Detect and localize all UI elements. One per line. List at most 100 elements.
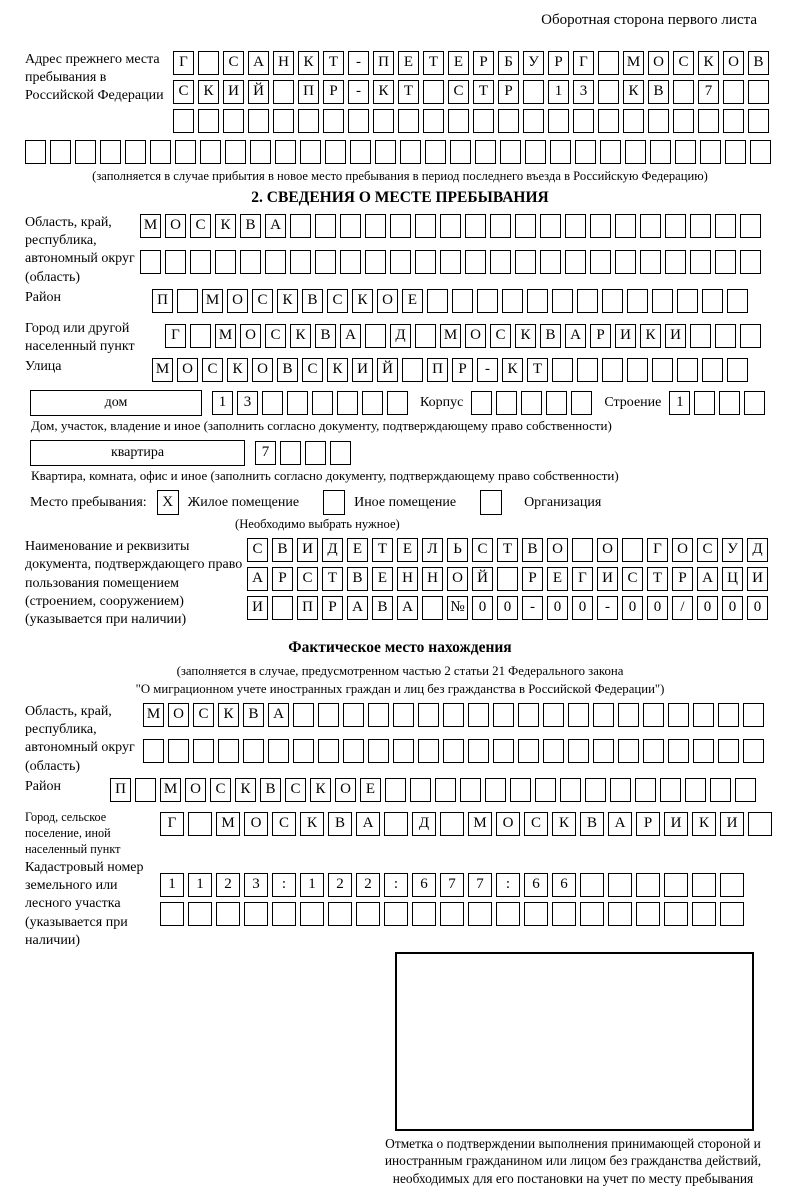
form-cell[interactable] bbox=[602, 358, 623, 383]
form-cell[interactable] bbox=[343, 739, 364, 764]
form-cell[interactable] bbox=[693, 739, 714, 764]
form-cell[interactable] bbox=[422, 596, 443, 621]
form-cell[interactable]: Г bbox=[572, 567, 593, 592]
form-cell[interactable] bbox=[590, 250, 611, 274]
form-cell[interactable] bbox=[740, 323, 761, 348]
form-cell[interactable] bbox=[325, 140, 346, 164]
form-cell[interactable]: К bbox=[277, 288, 298, 313]
form-cell[interactable] bbox=[198, 51, 219, 75]
form-cell[interactable]: В bbox=[315, 323, 336, 348]
form-cell[interactable] bbox=[287, 391, 308, 416]
form-cell[interactable]: С bbox=[327, 288, 348, 313]
form-cell[interactable] bbox=[387, 391, 408, 416]
form-cell[interactable]: О bbox=[335, 777, 356, 802]
form-cell[interactable]: В bbox=[260, 777, 281, 802]
form-cell[interactable] bbox=[496, 391, 518, 416]
form-cell[interactable] bbox=[496, 902, 520, 927]
form-cell[interactable] bbox=[664, 873, 688, 898]
form-cell[interactable] bbox=[365, 323, 386, 348]
form-cell[interactable] bbox=[748, 109, 769, 133]
form-cell[interactable] bbox=[720, 902, 744, 927]
form-cell[interactable]: С bbox=[297, 567, 318, 592]
form-cell[interactable] bbox=[540, 214, 561, 238]
form-cell[interactable]: М bbox=[160, 777, 181, 802]
form-cell[interactable]: 2 bbox=[356, 873, 380, 898]
form-cell[interactable]: В bbox=[580, 811, 604, 836]
form-cell[interactable]: / bbox=[672, 596, 693, 621]
form-cell[interactable]: О bbox=[168, 703, 189, 728]
form-cell[interactable]: Е bbox=[347, 538, 368, 563]
form-cell[interactable] bbox=[622, 538, 643, 563]
form-cell[interactable]: А bbox=[565, 323, 586, 348]
form-cell[interactable]: С bbox=[252, 288, 273, 313]
form-cell[interactable] bbox=[648, 109, 669, 133]
form-cell[interactable]: В bbox=[272, 538, 293, 563]
form-cell[interactable] bbox=[293, 703, 314, 728]
form-cell[interactable] bbox=[223, 109, 244, 133]
form-cell[interactable]: Р bbox=[322, 596, 343, 621]
form-cell[interactable]: Е bbox=[398, 51, 419, 75]
form-cell[interactable] bbox=[415, 214, 436, 238]
form-cell[interactable]: Е bbox=[360, 777, 381, 802]
form-cell[interactable]: С bbox=[247, 538, 268, 563]
form-cell[interactable]: Г bbox=[173, 51, 194, 75]
form-cell[interactable] bbox=[719, 391, 741, 416]
form-cell[interactable] bbox=[272, 902, 296, 927]
form-cell[interactable] bbox=[218, 739, 239, 764]
form-cell[interactable] bbox=[300, 902, 324, 927]
form-cell[interactable]: К bbox=[218, 703, 239, 728]
form-cell[interactable]: 0 bbox=[722, 596, 743, 621]
form-cell[interactable] bbox=[580, 902, 604, 927]
form-cell[interactable]: С bbox=[524, 811, 548, 836]
form-cell[interactable] bbox=[365, 214, 386, 238]
form-cell[interactable] bbox=[602, 288, 623, 313]
form-cell[interactable] bbox=[440, 214, 461, 238]
form-cell[interactable] bbox=[468, 902, 492, 927]
form-cell[interactable] bbox=[518, 703, 539, 728]
form-cell[interactable] bbox=[450, 140, 471, 164]
stroenie-cells[interactable]: 1 bbox=[669, 391, 769, 416]
form-cell[interactable] bbox=[635, 777, 656, 802]
form-cell[interactable]: Т bbox=[423, 51, 444, 75]
form-cell[interactable] bbox=[640, 214, 661, 238]
form-cell[interactable]: О bbox=[496, 811, 520, 836]
form-cell[interactable] bbox=[571, 391, 593, 416]
form-cell[interactable]: Д bbox=[322, 538, 343, 563]
form-cell[interactable] bbox=[402, 358, 423, 383]
form-cell[interactable] bbox=[493, 703, 514, 728]
form-cell[interactable] bbox=[75, 140, 96, 164]
form-cell[interactable] bbox=[743, 703, 764, 728]
checkbox-residential[interactable]: X bbox=[156, 490, 179, 516]
form-cell[interactable] bbox=[268, 739, 289, 764]
form-cell[interactable] bbox=[418, 703, 439, 728]
checkbox-other-premises[interactable] bbox=[323, 490, 346, 516]
form-cell[interactable] bbox=[723, 80, 744, 104]
form-cell[interactable]: Н bbox=[397, 567, 418, 592]
form-cell[interactable] bbox=[440, 811, 464, 836]
form-cell[interactable] bbox=[727, 288, 748, 313]
form-cell[interactable] bbox=[475, 140, 496, 164]
form-cell[interactable]: Е bbox=[397, 538, 418, 563]
form-cell[interactable]: - bbox=[348, 51, 369, 75]
form-cell[interactable]: 2 bbox=[216, 873, 240, 898]
form-cell[interactable]: А bbox=[268, 703, 289, 728]
form-cell[interactable] bbox=[608, 873, 632, 898]
form-cell[interactable]: О bbox=[244, 811, 268, 836]
form-cell[interactable]: В bbox=[372, 596, 393, 621]
form-cell[interactable]: Б bbox=[498, 51, 519, 75]
form-cell[interactable] bbox=[720, 873, 744, 898]
form-cell[interactable] bbox=[610, 777, 631, 802]
form-cell[interactable]: 0 bbox=[497, 596, 518, 621]
form-cell[interactable] bbox=[490, 214, 511, 238]
form-cell[interactable]: : bbox=[496, 873, 520, 898]
form-cell[interactable] bbox=[744, 391, 766, 416]
form-cell[interactable]: И bbox=[665, 323, 686, 348]
form-cell[interactable]: У bbox=[722, 538, 743, 563]
form-cell[interactable] bbox=[535, 777, 556, 802]
form-cell[interactable] bbox=[677, 358, 698, 383]
form-cell[interactable]: А bbox=[397, 596, 418, 621]
form-cell[interactable] bbox=[598, 80, 619, 104]
form-cell[interactable] bbox=[502, 288, 523, 313]
form-cell[interactable] bbox=[524, 902, 548, 927]
form-cell[interactable]: 7 bbox=[698, 80, 719, 104]
